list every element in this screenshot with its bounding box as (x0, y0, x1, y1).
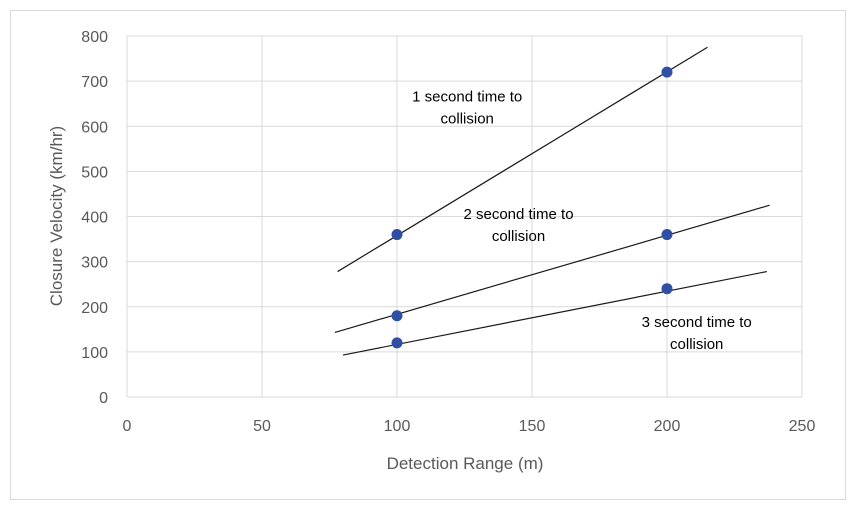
y-tick-label: 100 (81, 345, 108, 362)
annotation-series-3-line-2: collision (670, 336, 723, 353)
annotation-series-2-line-2: collision (492, 228, 545, 245)
y-axis-title: Closure Velocity (km/hr) (47, 126, 66, 306)
trendline-series-2 (334, 204, 770, 334)
annotation-series-1-line-2: collision (441, 110, 494, 127)
y-tick-label: 500 (81, 164, 108, 181)
y-tick-label: 200 (81, 300, 108, 317)
data-point-series-1-1 (391, 229, 403, 241)
x-axis-title: Detection Range (m) (387, 454, 544, 473)
annotation-series-3-line-1: 3 second time to (642, 314, 752, 331)
y-tick-label: 400 (81, 210, 108, 227)
y-tick-label: 0 (99, 390, 108, 407)
y-tick-label: 700 (81, 74, 108, 91)
y-tick-label: 800 (81, 29, 108, 46)
data-point-series-1-2 (661, 66, 673, 78)
y-axis-ticks: 0 100 200 300 400 500 600 700 800 (81, 29, 108, 407)
trendline-series-3 (342, 270, 768, 356)
data-point-series-3-2 (661, 283, 673, 295)
x-axis-ticks: 0 50 100 150 200 250 (123, 418, 816, 435)
annotation-series-2-line-1: 2 second time to (463, 206, 573, 223)
trendlines (334, 46, 770, 356)
chart-frame (10, 10, 846, 500)
x-tick-label: 150 (519, 418, 546, 435)
x-tick-label: 50 (253, 418, 271, 435)
data-points (391, 66, 673, 349)
annotations: 1 second time to collision 2 second time t… (412, 88, 752, 353)
y-tick-label: 600 (81, 119, 108, 136)
y-tick-label: 300 (81, 255, 108, 272)
x-tick-label: 0 (123, 418, 132, 435)
data-point-series-2-2 (661, 229, 673, 241)
data-point-series-2-1 (391, 310, 403, 322)
annotation-series-1-line-1: 1 second time to (412, 88, 522, 105)
x-tick-label: 100 (384, 418, 411, 435)
x-tick-label: 250 (789, 418, 816, 435)
x-tick-label: 200 (654, 418, 681, 435)
data-point-series-3-1 (391, 337, 403, 349)
grid (126, 35, 803, 398)
